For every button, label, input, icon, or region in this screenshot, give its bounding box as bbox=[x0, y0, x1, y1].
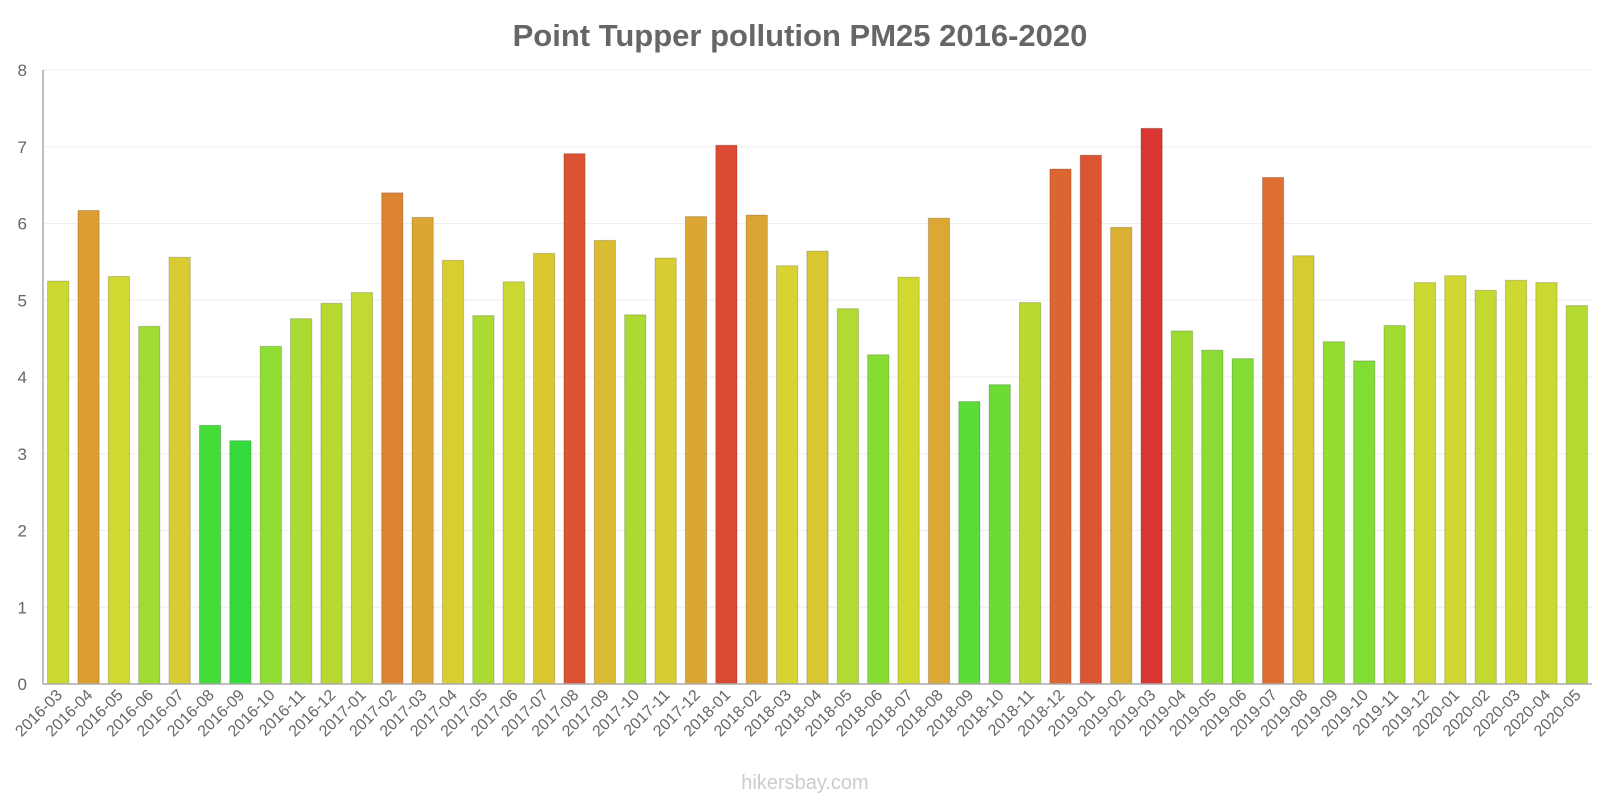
bar-2017-03 bbox=[411, 216, 434, 685]
bar-2016-03 bbox=[47, 280, 70, 685]
bar-2016-08 bbox=[198, 424, 222, 685]
bar-2016-12 bbox=[320, 302, 343, 685]
bar-2017-05 bbox=[472, 315, 495, 685]
bar-2018-01 bbox=[715, 144, 738, 685]
bar-2017-06 bbox=[502, 281, 525, 685]
bar-2018-07 bbox=[897, 276, 920, 685]
bar-2017-10 bbox=[624, 314, 647, 685]
chart-title: Point Tupper pollution PM25 2016-2020 bbox=[513, 18, 1088, 53]
bar-2020-05 bbox=[1565, 305, 1588, 685]
bar-2016-05 bbox=[107, 275, 131, 685]
bar-2019-11 bbox=[1383, 325, 1406, 685]
watermark: hikersbay.com bbox=[741, 772, 868, 794]
bar-2019-09 bbox=[1322, 341, 1345, 685]
bar-2017-02 bbox=[381, 192, 404, 685]
bar-2016-06 bbox=[138, 325, 161, 685]
bar-2019-12 bbox=[1413, 282, 1437, 685]
bar-2017-04 bbox=[441, 259, 465, 685]
bar-2017-11 bbox=[654, 257, 677, 685]
bar-2018-04 bbox=[806, 250, 829, 685]
bar-2017-08 bbox=[563, 153, 586, 685]
y-tick-label: 3 bbox=[18, 445, 27, 464]
bar-2020-04 bbox=[1535, 282, 1558, 685]
bar-2018-03 bbox=[776, 265, 799, 685]
y-tick-label: 6 bbox=[18, 215, 27, 234]
y-tick-label: 1 bbox=[18, 598, 27, 617]
bar-2017-09 bbox=[593, 239, 617, 685]
bar-2019-10 bbox=[1353, 360, 1376, 685]
bar-2017-07 bbox=[533, 252, 556, 685]
y-tick-label: 5 bbox=[18, 291, 27, 310]
y-tick-label: 2 bbox=[18, 522, 27, 541]
bar-2019-06 bbox=[1231, 358, 1254, 685]
bar-2016-11 bbox=[290, 318, 313, 685]
bar-2018-12 bbox=[1049, 168, 1072, 685]
bar-2019-01 bbox=[1079, 154, 1102, 685]
bar-2017-01 bbox=[350, 292, 374, 685]
bars bbox=[47, 127, 1588, 685]
bar-2018-02 bbox=[745, 214, 768, 685]
bar-2020-03 bbox=[1504, 279, 1528, 685]
x-axis-ticks: 2016-032016-042016-052016-062016-072016-… bbox=[12, 687, 1584, 741]
bar-2018-09 bbox=[958, 401, 981, 685]
y-tick-label: 7 bbox=[18, 138, 27, 157]
bar-2016-07 bbox=[168, 256, 191, 685]
bar-2020-02 bbox=[1474, 289, 1497, 685]
bar-2018-06 bbox=[867, 354, 890, 685]
bar-2018-11 bbox=[1018, 302, 1042, 685]
bar-2019-02 bbox=[1110, 226, 1133, 685]
y-tick-label: 8 bbox=[18, 61, 27, 80]
bar-2018-08 bbox=[927, 217, 951, 685]
y-tick-label: 4 bbox=[18, 368, 27, 387]
bar-2017-12 bbox=[684, 216, 708, 685]
y-tick-label: 0 bbox=[18, 675, 27, 694]
bar-2018-10 bbox=[988, 384, 1011, 685]
bar-2020-01 bbox=[1444, 275, 1467, 685]
y-axis-ticks: 0 1 2 3 4 5 6 7 8 bbox=[18, 61, 27, 694]
bar-2019-08 bbox=[1292, 255, 1315, 685]
bar-2016-09 bbox=[229, 440, 252, 685]
bar-2019-05 bbox=[1201, 349, 1224, 685]
bar-2019-07 bbox=[1261, 176, 1285, 685]
bar-2016-10 bbox=[259, 345, 282, 685]
bar-2019-03 bbox=[1140, 127, 1163, 685]
bar-2018-05 bbox=[836, 308, 859, 685]
bar-2016-04 bbox=[77, 209, 100, 685]
bar-2019-04 bbox=[1170, 330, 1194, 685]
